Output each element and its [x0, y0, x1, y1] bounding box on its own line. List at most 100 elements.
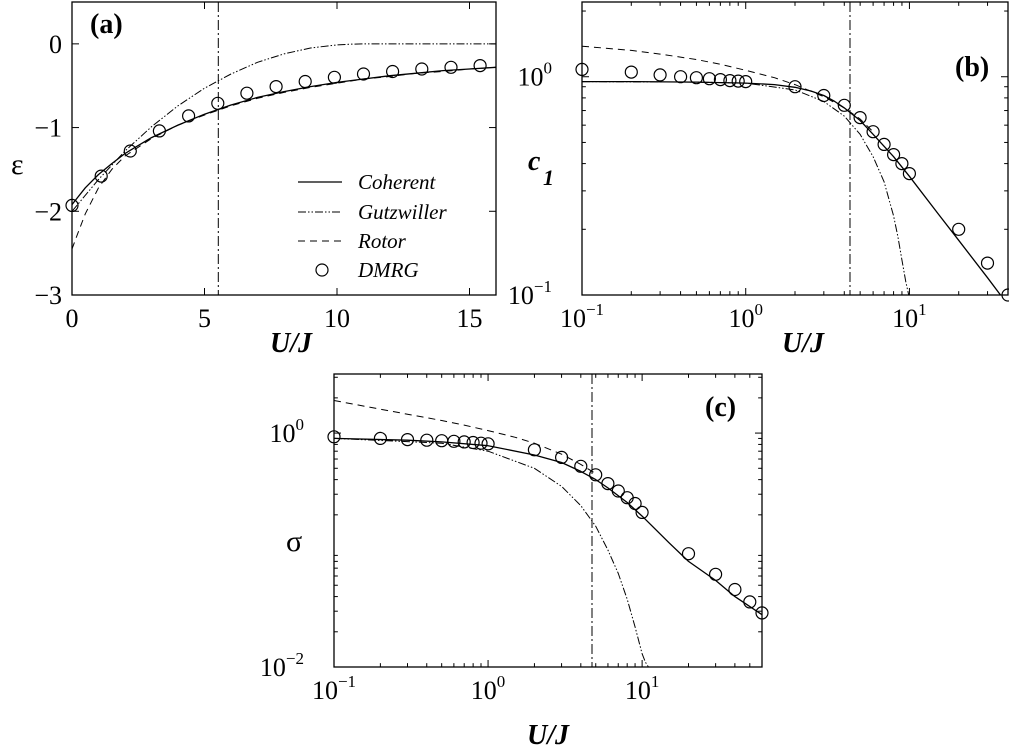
panel-b-dmrg-point-11: [817, 88, 831, 103]
panel-c-dmrg-point-21: [728, 582, 742, 597]
panel-b-dmrg-point-2: [653, 68, 667, 82]
panel-c-dmrg-point-13: [589, 468, 603, 482]
panel-b-dmrg-point-1: [624, 65, 638, 79]
panel-c-dmrg-point-1: [373, 431, 387, 445]
panel-c-dmrg-point-10: [527, 443, 542, 457]
panel-a-dmrg-point-13: [444, 60, 458, 74]
panel-c-dmrg-point-4: [435, 434, 449, 448]
panel-b-xtick-label: 100: [728, 300, 763, 333]
panel-b-rotor-line: [582, 45, 874, 133]
panel-c-dmrg-point-3: [420, 433, 434, 447]
panel-c-coherent-line: [334, 437, 762, 616]
legend-coherent-text: Coherent: [358, 170, 437, 194]
panel-b-dmrg-point-12: [837, 98, 851, 112]
panel-c-gutzwiller-line: [334, 437, 650, 667]
panel-c-label: (c): [705, 392, 736, 423]
panel-a-dmrg-point-14: [473, 58, 487, 73]
panel-b-dmrg-point-7: [723, 73, 737, 88]
panel-c-dmrg-point-5: [447, 434, 461, 448]
panel-b-dmrg-point-17: [895, 157, 909, 171]
panel-b-gutzwiller-line: [582, 81, 910, 295]
panel-a-dmrg-point-9: [327, 70, 341, 84]
panel-b-ylabel: c: [528, 146, 541, 177]
panel-b-dmrg-point-6: [713, 72, 728, 87]
panel-b-dmrg-point-14: [866, 125, 880, 139]
panel-b-label: (b): [955, 52, 989, 83]
panel-c: 10−1 100 101 10−2 100 (c) U/J σ: [260, 373, 769, 751]
panel-c-xtick-label: 10−1: [312, 672, 356, 705]
panel-a-ytick-label: −2: [34, 197, 62, 226]
panel-a-dmrg-point-7: [269, 79, 283, 94]
legend-dmrg-marker: [315, 263, 329, 277]
panel-b-dmrg-point-3: [673, 70, 688, 84]
panel-c-dmrg-point-20: [708, 567, 723, 581]
panel-a-dmrg-point-10: [356, 67, 371, 81]
panel-b-dmrg-point-18: [902, 167, 917, 181]
panel-a-xtick-label: 5: [198, 304, 211, 333]
panel-b-dmrg-point-15: [877, 137, 891, 151]
panel-c-ylabel: σ: [286, 525, 302, 558]
panel-a-dmrg-point-1: [94, 169, 108, 183]
panel-a-xtick-label: 0: [66, 304, 79, 333]
panel-c-dmrg-point-17: [628, 496, 642, 511]
panel-c-dmrg-point-18: [635, 505, 649, 520]
panel-b-dmrg-point-13: [853, 110, 867, 125]
panel-c-xtick-label: 101: [625, 672, 660, 705]
panel-a-xtick-label: 15: [457, 304, 483, 333]
panel-a-dmrg-point-5: [211, 96, 225, 110]
panel-c-dmrg-point-14: [601, 477, 615, 491]
panel-b-coherent-line: [582, 80, 1002, 295]
panel-a-label: (a): [90, 9, 123, 40]
panel-b-dmrg-point-5: [702, 72, 717, 86]
panel-b-dmrg-point-19: [952, 222, 966, 236]
panel-b-xlabel: U/J: [782, 328, 825, 359]
panel-c-dmrg-point-12: [574, 459, 588, 473]
panel-b-dmrg-point-4: [689, 71, 704, 85]
panel-c-dmrg-point-0: [327, 430, 341, 444]
legend-rotor-text: Rotor: [357, 229, 407, 253]
panel-a-dmrg-point-8: [298, 74, 312, 89]
panel-a-xtick-label: 10: [324, 304, 350, 333]
panel-a-frame: [71, 1, 497, 296]
panel-c-dmrg-point-9: [481, 437, 495, 451]
panel-c-xlabel: U/J: [527, 720, 570, 751]
panel-c-dmrg-point-15: [611, 484, 625, 498]
panel-a-ytick-label: −3: [34, 281, 62, 310]
panel-b-dmrg-point-20: [980, 256, 995, 270]
panel-c-dmrg-point-6: [457, 435, 471, 449]
panel-c-frame: [333, 373, 763, 668]
panel-c-dmrg-point-8: [474, 436, 488, 450]
panel-b: 10−1 100 101 10−1 100 (b) U/J c 1: [508, 1, 1009, 359]
panel-c-dmrg-point-22: [743, 595, 757, 609]
panel-c-rotor-line: [334, 400, 596, 475]
panel-a-dmrg-point-12: [415, 62, 429, 76]
panel-b-dmrg-point-10: [788, 80, 802, 94]
legend: Coherent Gutzwiller Rotor DMRG: [298, 170, 448, 282]
panel-a-dmrg-point-3: [152, 124, 166, 138]
panel-b-ytick-label: 100: [518, 59, 553, 92]
panel-a-dmrg-point-4: [182, 109, 196, 123]
panel-b-dmrg-point-0: [575, 62, 589, 77]
panel-b-ylabel-sub: 1: [543, 165, 554, 190]
panel-c-dmrg-point-23: [755, 606, 769, 620]
panel-c-ytick-label: 100: [270, 415, 305, 448]
panel-c-xtick-label: 100: [471, 672, 506, 705]
panel-b-xtick-label: 10−1: [560, 300, 604, 333]
panel-c-dmrg-point-7: [466, 435, 480, 450]
panel-a-ytick-label: −1: [34, 114, 62, 143]
panel-c-dmrg-point-19: [681, 547, 696, 561]
panel-a-xlabel: U/J: [270, 328, 313, 359]
panel-b-dmrg-point-16: [886, 148, 901, 162]
panel-c-dmrg-point-2: [400, 433, 415, 447]
panel-b-dmrg-point-9: [739, 74, 753, 89]
legend-dmrg-text: DMRG: [357, 258, 419, 282]
panel-a-dmrg-point-11: [386, 64, 400, 79]
panel-b-ytick-label: 10−1: [508, 277, 552, 310]
panel-a-ylabel: ε: [11, 148, 24, 181]
panel-c-dmrg-point-11: [554, 450, 569, 464]
panel-b-frame: [581, 1, 1009, 296]
panel-b-xtick-label: 101: [892, 300, 927, 333]
panel-a-ytick-label: 0: [49, 30, 62, 59]
legend-gutzwiller-text: Gutzwiller: [358, 200, 448, 224]
